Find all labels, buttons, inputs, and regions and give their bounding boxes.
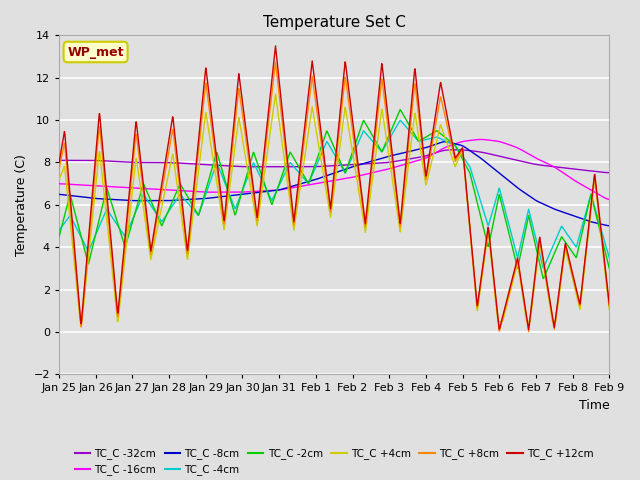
Y-axis label: Temperature (C): Temperature (C) xyxy=(15,154,28,256)
X-axis label: Time: Time xyxy=(579,399,609,412)
Title: Temperature Set C: Temperature Set C xyxy=(263,15,406,30)
Text: WP_met: WP_met xyxy=(67,46,124,59)
Legend: TC_C -32cm, TC_C -16cm, TC_C -8cm, TC_C -4cm, TC_C -2cm, TC_C +4cm, TC_C +8cm, T: TC_C -32cm, TC_C -16cm, TC_C -8cm, TC_C … xyxy=(70,444,598,480)
